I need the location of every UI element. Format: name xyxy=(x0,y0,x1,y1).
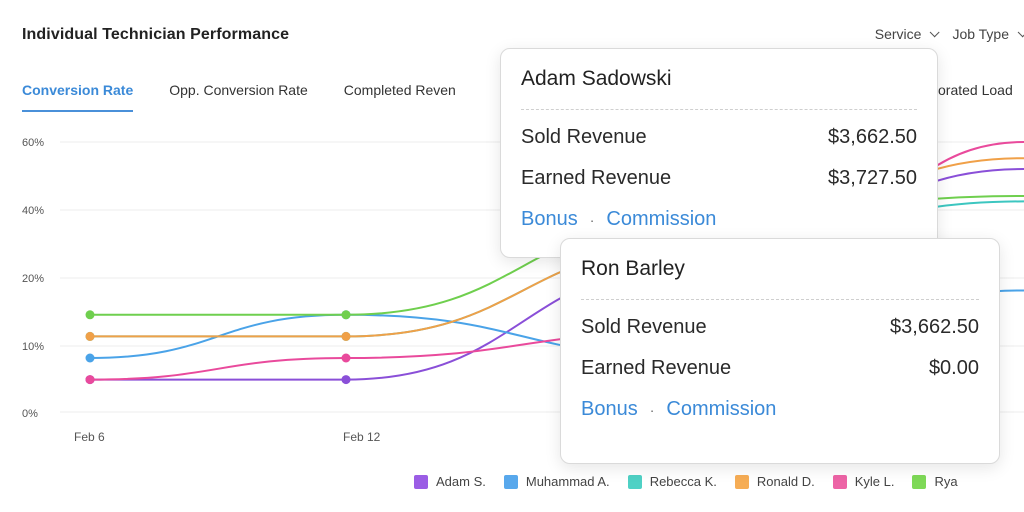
tooltip-technician-name: Ron Barley xyxy=(581,257,979,300)
data-point[interactable] xyxy=(341,310,351,320)
legend-item[interactable]: Ronald D. xyxy=(734,474,815,489)
data-point[interactable] xyxy=(341,331,351,341)
y-tick-label: 20% xyxy=(22,273,45,285)
tooltip-row: Sold Revenue $3,662.50 xyxy=(581,316,979,339)
technician-tooltip: Adam Sadowski Sold Revenue $3,662.50 Ear… xyxy=(500,48,938,258)
tooltip-row-label: Sold Revenue xyxy=(521,126,647,148)
tooltip-row: Earned Revenue $0.00 xyxy=(581,357,979,380)
data-point[interactable] xyxy=(85,331,95,341)
legend-label: Rya xyxy=(934,474,958,489)
tooltip-row: Earned Revenue $3,727.50 xyxy=(521,167,917,190)
filter-bar: Service Job Type xyxy=(875,26,1024,42)
y-tick-label: 0% xyxy=(22,408,38,420)
tooltip-row-label: Earned Revenue xyxy=(581,357,732,379)
legend-item[interactable]: Rya xyxy=(912,474,958,489)
separator-dot: · xyxy=(589,211,595,228)
bonus-link[interactable]: Bonus xyxy=(521,208,578,230)
legend-item[interactable]: Rebecca K. xyxy=(627,474,717,489)
legend-item[interactable]: Kyle L. xyxy=(832,474,895,489)
data-point[interactable] xyxy=(85,310,95,320)
tab-conversion-rate[interactable]: Conversion Rate xyxy=(22,82,134,112)
tab-opp-conversion-rate[interactable]: Opp. Conversion Rate xyxy=(169,82,308,98)
legend-swatch xyxy=(503,474,518,489)
tab-completed-revenue[interactable]: Completed Reven xyxy=(343,82,456,98)
chevron-down-icon xyxy=(1017,26,1024,37)
y-tick-label: 40% xyxy=(22,205,45,217)
technician-tooltip: Ron Barley Sold Revenue $3,662.50 Earned… xyxy=(560,238,1000,464)
tooltip-row-label: Earned Revenue xyxy=(521,167,672,189)
job-type-filter[interactable]: Job Type xyxy=(952,26,1024,42)
tooltip-row-value: $3,727.50 xyxy=(828,167,917,189)
tooltip-row: Sold Revenue $3,662.50 xyxy=(521,126,917,149)
legend-label: Ronald D. xyxy=(756,474,815,489)
data-point[interactable] xyxy=(341,353,351,363)
legend-swatch xyxy=(734,474,749,489)
legend-item[interactable]: Muhammad A. xyxy=(503,474,610,489)
chevron-down-icon xyxy=(930,26,941,37)
legend-item[interactable]: Adam S. xyxy=(414,474,486,489)
x-tick-label: Feb 12 xyxy=(343,430,381,444)
chart-legend: Adam S. Muhammad A. Rebecca K. Ronald D.… xyxy=(414,474,958,489)
x-tick-label: Feb 6 xyxy=(74,430,105,444)
data-point[interactable] xyxy=(85,353,95,363)
service-filter-label: Service xyxy=(874,26,922,42)
tooltip-technician-name: Adam Sadowski xyxy=(521,67,917,110)
separator-dot: · xyxy=(649,401,655,418)
legend-label: Kyle L. xyxy=(854,474,895,489)
tooltip-links: Bonus · Commission xyxy=(581,398,979,421)
tab-prorated-load[interactable]: orated Load xyxy=(938,82,1013,98)
tooltip-row-value: $3,662.50 xyxy=(828,126,917,148)
legend-swatch xyxy=(627,474,642,489)
tooltip-links: Bonus · Commission xyxy=(521,208,917,231)
legend-swatch xyxy=(414,474,428,489)
legend-label: Rebecca K. xyxy=(649,474,717,489)
tooltip-row-value: $3,662.50 xyxy=(890,316,979,338)
page-title: Individual Technician Performance xyxy=(22,26,290,43)
legend-label: Muhammad A. xyxy=(525,474,610,489)
y-tick-label: 10% xyxy=(22,341,45,353)
tooltip-row-label: Sold Revenue xyxy=(581,316,707,338)
legend-label: Adam S. xyxy=(436,474,486,489)
legend-swatch xyxy=(832,474,847,489)
job-type-filter-label: Job Type xyxy=(952,26,1009,42)
y-tick-label: 60% xyxy=(22,137,45,149)
data-point[interactable] xyxy=(341,375,351,385)
legend-swatch xyxy=(912,474,927,489)
metric-tabs: Conversion Rate Opp. Conversion Rate Com… xyxy=(22,82,456,112)
commission-link[interactable]: Commission xyxy=(606,208,717,230)
data-point[interactable] xyxy=(85,375,95,385)
commission-link[interactable]: Commission xyxy=(666,398,777,420)
tooltip-row-value: $0.00 xyxy=(928,357,979,379)
bonus-link[interactable]: Bonus xyxy=(581,398,638,420)
service-filter[interactable]: Service xyxy=(874,26,941,42)
